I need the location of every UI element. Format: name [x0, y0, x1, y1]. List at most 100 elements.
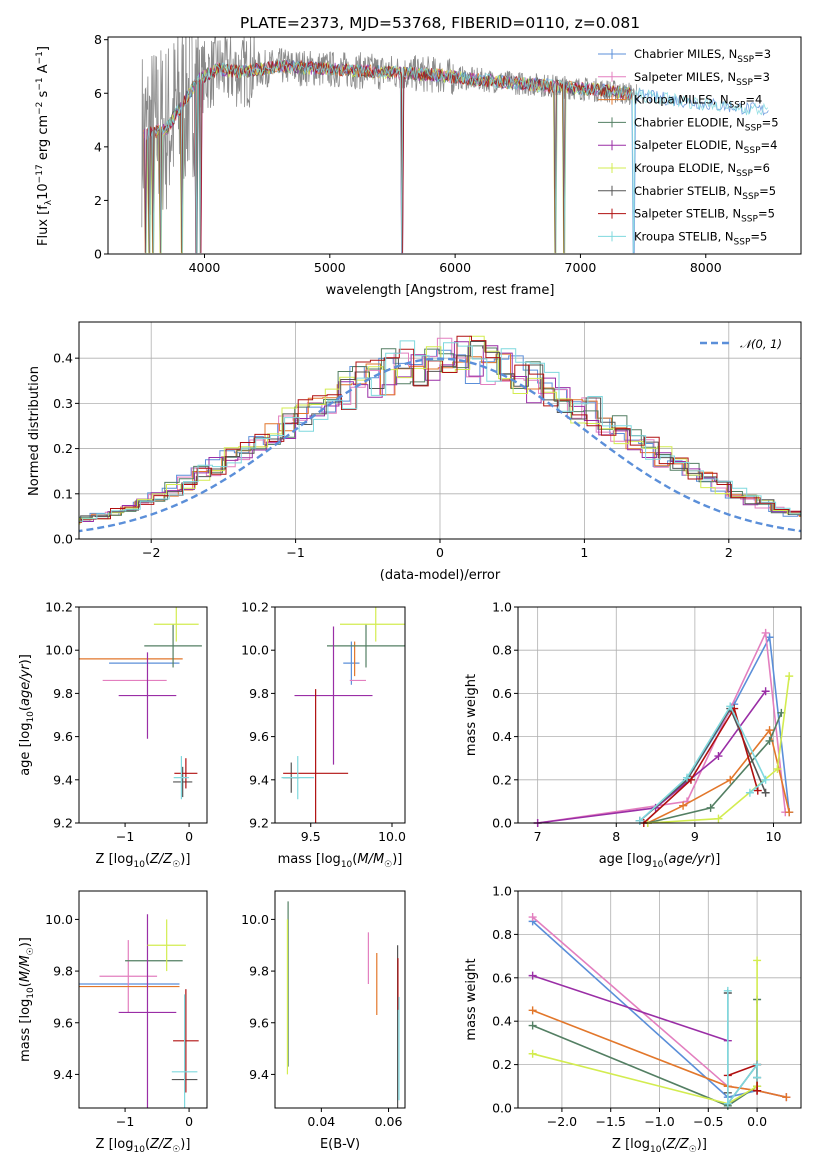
- legend-label: Kroupa MILES, NSSP=4: [634, 93, 762, 111]
- axes-frame: [274, 890, 406, 1109]
- x-tick-label: −1: [116, 1114, 134, 1129]
- y-tick-label: 10.2: [45, 600, 73, 615]
- y-tick-label: 8: [94, 32, 102, 47]
- weight-marker: [528, 913, 537, 922]
- y-tick-label: 2: [94, 193, 102, 208]
- x-tick-label: 8000: [690, 260, 722, 275]
- weight-marker: [765, 736, 774, 745]
- x-tick-label: 10.0: [378, 829, 406, 844]
- legend-label: Chabrier ELODIE, NSSP=5: [634, 115, 779, 133]
- weight-marker: [773, 765, 782, 773]
- y-tick-label: 9.8: [249, 686, 269, 701]
- y-tick-label: 0.6: [492, 970, 512, 985]
- weight-marker: [761, 788, 770, 797]
- legend-label: Kroupa ELODIE, NSSP=6: [634, 161, 770, 179]
- y-tick-label: 9.8: [53, 686, 73, 701]
- y-tick-label: 0.2: [53, 441, 73, 456]
- y-tick-label: 4: [94, 139, 102, 154]
- y-tick-label: 9.6: [249, 1015, 269, 1030]
- weight-line: [647, 675, 790, 824]
- line-plot: [528, 913, 791, 1110]
- weight-marker: [679, 801, 688, 810]
- y-tick-label: 6: [94, 86, 102, 101]
- x-tick-label: 9.5: [301, 829, 321, 844]
- weight-line: [727, 990, 758, 1107]
- y-tick-label: 0.6: [492, 686, 512, 701]
- weight-marker: [785, 672, 794, 681]
- x-tick-label: 0.04: [307, 1114, 335, 1129]
- y-axis-label: mass weight: [464, 958, 479, 1040]
- model-spectrum: [145, 59, 769, 253]
- x-axis-label: (data-model)/error: [380, 568, 501, 583]
- weight-line: [532, 960, 758, 1105]
- weight-marker: [785, 808, 794, 817]
- errorbar-plot: [79, 914, 199, 1108]
- errorbar-plot: [79, 607, 202, 800]
- axes-frame: [274, 606, 406, 824]
- weight-line: [537, 629, 787, 824]
- y-tick-label: 9.6: [53, 729, 73, 744]
- age-vs-metallicity-panel: −1 0 9.2 9.4 9.6 9.8 10.0 10.2 Z [log10(Z/Z☉)] ag…: [18, 600, 208, 870]
- weight-marker: [635, 816, 644, 825]
- weight-marker: [765, 726, 774, 735]
- y-tick-label: 0.3: [53, 396, 73, 411]
- y-axis-label: Flux [fλ10−17 erg cm−2 s−1 A−1]: [35, 46, 54, 246]
- residual-histogram: [79, 349, 801, 522]
- residual-histogram: [79, 340, 801, 522]
- weight-line: [639, 704, 767, 822]
- y-tick-label: 0.2: [492, 1057, 512, 1072]
- axes-frame: [517, 890, 802, 1109]
- x-axis-label: Z [log10(Z/Z☉)]: [96, 852, 191, 870]
- y-tick-label: 10.0: [241, 643, 269, 658]
- y-tick-label: 9.2: [53, 816, 73, 831]
- y-axis-label: mass [log10(M/M☉)]: [18, 937, 36, 1062]
- legend-label: Salpeter MILES, NSSP=3: [634, 70, 770, 88]
- x-axis-label: E(B-V): [320, 1137, 360, 1152]
- axes-frame: [78, 890, 208, 1109]
- y-tick-label: 0.0: [492, 1101, 512, 1116]
- y-tick-label: 0.4: [492, 1014, 512, 1029]
- axes-frame: [78, 606, 208, 824]
- y-tick-label: 0.8: [492, 643, 512, 658]
- weight-marker: [528, 1049, 537, 1058]
- y-tick-label: 1.0: [492, 884, 512, 899]
- legend-label: Salpeter STELIB, NSSP=5: [634, 207, 775, 225]
- x-tick-label: 7000: [565, 260, 597, 275]
- y-tick-label: 0.8: [492, 927, 512, 942]
- x-tick-label: 2: [725, 545, 733, 560]
- weight-marker: [528, 1021, 537, 1030]
- y-tick-label: 0.1: [53, 486, 73, 501]
- y-tick-label: 9.6: [53, 1015, 73, 1030]
- model-spectrum: [144, 60, 633, 254]
- weight-marker: [753, 1086, 762, 1095]
- x-tick-label: 0: [436, 545, 444, 560]
- mass-vs-ebv-panel: 0.04 0.06 9.4 9.6 9.8 10.0 E(B-V): [241, 890, 406, 1152]
- axes-frame: [78, 321, 802, 540]
- residuals-panel: −2 −1 0 1 2 0.0 0.1 0.2 0.3 0.4 (data-model)/error…: [27, 321, 802, 583]
- x-tick-label: 0.0: [747, 1114, 767, 1129]
- y-axis-label: Normed distribution: [27, 366, 42, 496]
- y-tick-label: 9.4: [53, 1067, 73, 1082]
- weight-marker: [714, 752, 723, 761]
- weight-marker: [706, 803, 715, 812]
- normal-curve: [79, 357, 801, 533]
- weight-marker: [761, 628, 770, 637]
- y-tick-label: 1.0: [492, 600, 512, 615]
- weight-marker: [753, 956, 762, 965]
- y-tick-label: 0.0: [53, 532, 73, 547]
- y-tick-label: 9.6: [249, 729, 269, 744]
- weight-marker: [528, 1006, 537, 1015]
- histogram-plot: [79, 335, 801, 533]
- x-axis-label: Z [log10(Z/Z☉)]: [612, 1137, 707, 1155]
- axes-frame: [107, 36, 802, 255]
- x-tick-label: 6000: [439, 260, 471, 275]
- massweight-vs-metallicity-panel: −2.0 −1.5 −1.0 −0.5 0.0 0.0 0.2 0.4 0.6 0.8 1.0 Z […: [464, 884, 802, 1155]
- y-tick-label: 10.0: [45, 643, 73, 658]
- legend-label: Chabrier MILES, NSSP=3: [634, 47, 771, 65]
- weight-marker: [726, 775, 735, 784]
- y-axis-label: age [log10(age/yr)]: [18, 654, 36, 776]
- y-tick-label: 9.8: [249, 964, 269, 979]
- y-tick-label: 0.4: [492, 729, 512, 744]
- x-axis-label: age [log10(age/yr)]: [599, 852, 721, 870]
- x-tick-label: 0: [185, 1114, 193, 1129]
